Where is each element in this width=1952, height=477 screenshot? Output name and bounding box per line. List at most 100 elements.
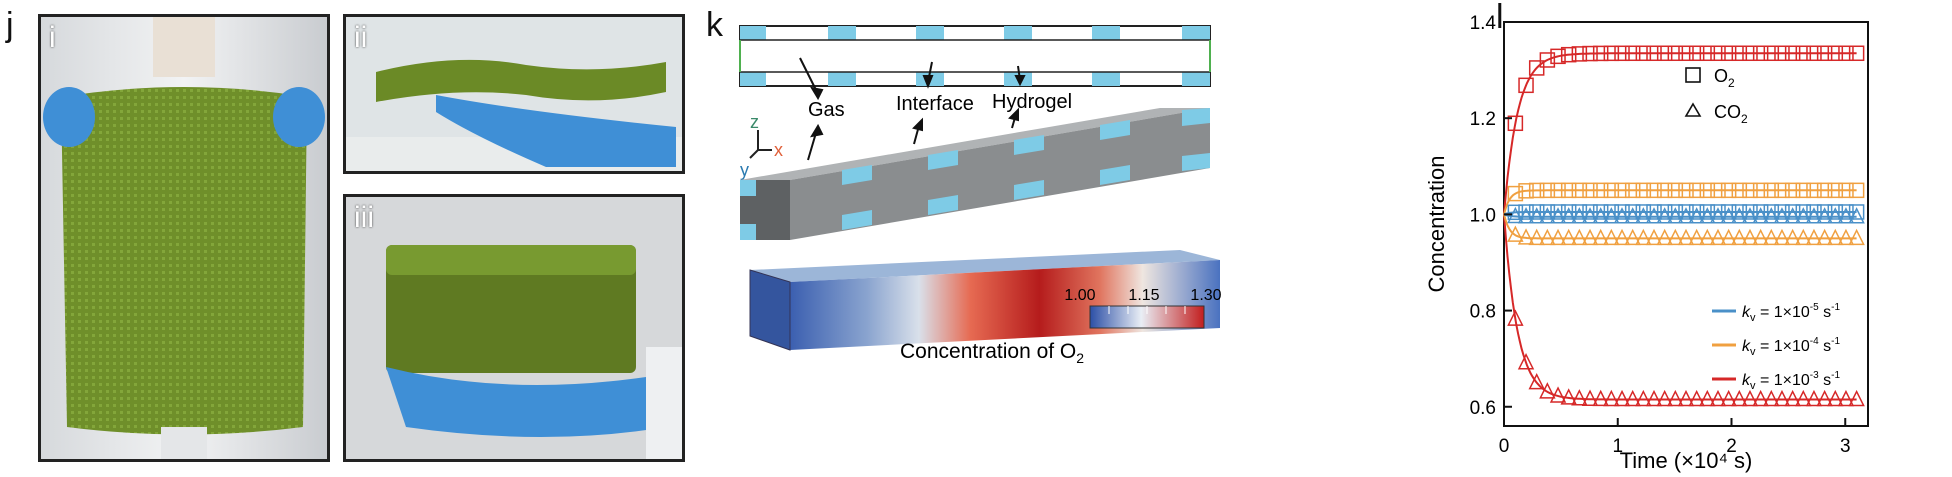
axis-x-label: x bbox=[774, 140, 783, 160]
point-CO2-1e-5-20 bbox=[1720, 207, 1737, 224]
point-O2-1e-5-0 bbox=[1507, 204, 1524, 221]
point-O2-1e-4-31 bbox=[1838, 182, 1854, 199]
y-tick-label-2: 1.0 bbox=[1470, 205, 1496, 226]
y-axis-label: Concentration bbox=[1424, 156, 1449, 293]
point-O2-1e-5-1 bbox=[1518, 204, 1534, 220]
point-CO2-1e-4-7 bbox=[1581, 228, 1599, 246]
point-CO2-1e-3-7 bbox=[1581, 389, 1599, 406]
photo-i: i bbox=[38, 14, 330, 462]
point-O2-1e-3-19 bbox=[1710, 45, 1726, 62]
annotation-arrows bbox=[799, 57, 1026, 161]
point-O2-1e-3-32 bbox=[1848, 45, 1865, 62]
point-CO2-1e-4-16 bbox=[1677, 228, 1695, 246]
point-O2-1e-4-14 bbox=[1656, 182, 1673, 199]
point-CO2-1e-5-21 bbox=[1731, 207, 1748, 224]
point-O2-1e-3-28 bbox=[1806, 45, 1822, 62]
y-tick-label-4: 1.4 bbox=[1470, 13, 1497, 34]
point-O2-1e-5-5 bbox=[1560, 204, 1577, 220]
point-CO2-1e-5-25 bbox=[1773, 207, 1791, 224]
point-O2-1e-3-14 bbox=[1656, 45, 1673, 62]
point-CO2-1e-3-23 bbox=[1752, 389, 1769, 407]
point-O2-1e-3-5 bbox=[1560, 46, 1577, 63]
photo-ii-label: ii bbox=[354, 21, 368, 54]
point-CO2-1e-3-10 bbox=[1613, 389, 1631, 407]
point-CO2-1e-4-2 bbox=[1528, 228, 1545, 246]
label-gas: Gas bbox=[808, 99, 845, 121]
point-CO2-1e-3-18 bbox=[1699, 389, 1716, 407]
point-CO2-1e-3-13 bbox=[1645, 389, 1663, 407]
point-O2-1e-5-32 bbox=[1848, 204, 1865, 220]
point-O2-1e-4-12 bbox=[1635, 182, 1652, 199]
series-line-O2-1e-4 bbox=[1503, 189, 1857, 215]
point-O2-1e-4-24 bbox=[1763, 182, 1780, 199]
point-O2-1e-3-1 bbox=[1518, 77, 1534, 94]
point-O2-1e-4-32 bbox=[1848, 182, 1865, 199]
point-O2-1e-5-18 bbox=[1699, 204, 1716, 220]
point-CO2-1e-3-28 bbox=[1805, 389, 1823, 407]
point-CO2-1e-3-21 bbox=[1731, 389, 1748, 407]
point-O2-1e-5-19 bbox=[1710, 204, 1726, 220]
point-O2-1e-3-27 bbox=[1795, 45, 1812, 62]
point-CO2-1e-5-30 bbox=[1827, 207, 1844, 224]
point-O2-1e-4-16 bbox=[1678, 182, 1694, 199]
point-CO2-1e-5-32 bbox=[1848, 207, 1865, 224]
point-O2-1e-4-11 bbox=[1624, 182, 1641, 199]
point-CO2-1e-5-3 bbox=[1539, 207, 1556, 224]
point-CO2-1e-5-31 bbox=[1837, 207, 1855, 224]
point-CO2-1e-4-29 bbox=[1816, 228, 1833, 246]
point-O2-1e-5-9 bbox=[1603, 204, 1620, 220]
block-3d bbox=[740, 108, 1210, 240]
panel-letter-j: j bbox=[6, 6, 14, 44]
point-O2-1e-3-17 bbox=[1688, 45, 1705, 62]
point-O2-1e-3-31 bbox=[1838, 45, 1854, 62]
point-CO2-1e-4-22 bbox=[1741, 228, 1759, 246]
point-CO2-1e-3-11 bbox=[1624, 389, 1641, 407]
point-O2-1e-4-7 bbox=[1582, 182, 1598, 199]
point-O2-1e-3-23 bbox=[1752, 45, 1769, 62]
point-O2-1e-4-0 bbox=[1507, 185, 1524, 202]
point-CO2-1e-3-2 bbox=[1528, 373, 1545, 390]
series-line-CO2-1e-5 bbox=[1503, 213, 1857, 218]
point-O2-1e-4-22 bbox=[1742, 182, 1758, 199]
point-CO2-1e-3-27 bbox=[1795, 389, 1812, 407]
point-CO2-1e-3-4 bbox=[1549, 386, 1567, 403]
point-CO2-1e-4-5 bbox=[1560, 228, 1577, 246]
photo-iii-image bbox=[346, 197, 682, 459]
point-O2-1e-4-3 bbox=[1539, 182, 1556, 199]
point-CO2-1e-5-5 bbox=[1560, 207, 1577, 224]
point-CO2-1e-3-19 bbox=[1709, 389, 1727, 407]
point-CO2-1e-3-22 bbox=[1741, 389, 1759, 407]
point-O2-1e-5-29 bbox=[1816, 204, 1833, 220]
series-layer bbox=[1503, 45, 1865, 407]
point-O2-1e-3-24 bbox=[1763, 45, 1780, 62]
point-O2-1e-3-7 bbox=[1582, 45, 1598, 62]
point-CO2-1e-4-10 bbox=[1613, 228, 1631, 246]
point-CO2-1e-5-26 bbox=[1784, 207, 1801, 224]
point-O2-1e-4-19 bbox=[1710, 182, 1726, 199]
point-CO2-1e-5-0 bbox=[1507, 206, 1524, 224]
point-O2-1e-3-30 bbox=[1827, 45, 1844, 62]
point-O2-1e-5-27 bbox=[1795, 204, 1812, 220]
photo-ii-image bbox=[346, 17, 682, 171]
point-CO2-1e-4-14 bbox=[1656, 228, 1673, 246]
point-O2-1e-4-17 bbox=[1688, 182, 1705, 199]
x-tick-label-1: 1 bbox=[1612, 436, 1623, 457]
legend-co2-label: CO2 bbox=[1714, 102, 1748, 126]
point-CO2-1e-5-1 bbox=[1517, 207, 1535, 224]
point-O2-1e-5-24 bbox=[1763, 204, 1780, 220]
point-CO2-1e-3-32 bbox=[1848, 389, 1865, 407]
photo-iii-label: iii bbox=[354, 201, 374, 234]
point-O2-1e-5-17 bbox=[1688, 204, 1705, 220]
point-CO2-1e-5-24 bbox=[1763, 207, 1780, 224]
legend-square-icon bbox=[1685, 67, 1701, 83]
point-CO2-1e-4-15 bbox=[1667, 228, 1684, 246]
axis-z-label: z bbox=[750, 112, 759, 132]
point-O2-1e-3-26 bbox=[1784, 45, 1801, 62]
series-line-O2-1e-5 bbox=[1503, 211, 1857, 216]
point-CO2-1e-5-9 bbox=[1603, 207, 1620, 224]
x-axis-label: Time (×10⁴ s) bbox=[1620, 448, 1753, 473]
point-CO2-1e-4-8 bbox=[1592, 228, 1609, 246]
point-O2-1e-3-2 bbox=[1528, 60, 1545, 76]
point-O2-1e-5-20 bbox=[1720, 204, 1737, 220]
series-line-O2-1e-3 bbox=[1503, 52, 1857, 215]
